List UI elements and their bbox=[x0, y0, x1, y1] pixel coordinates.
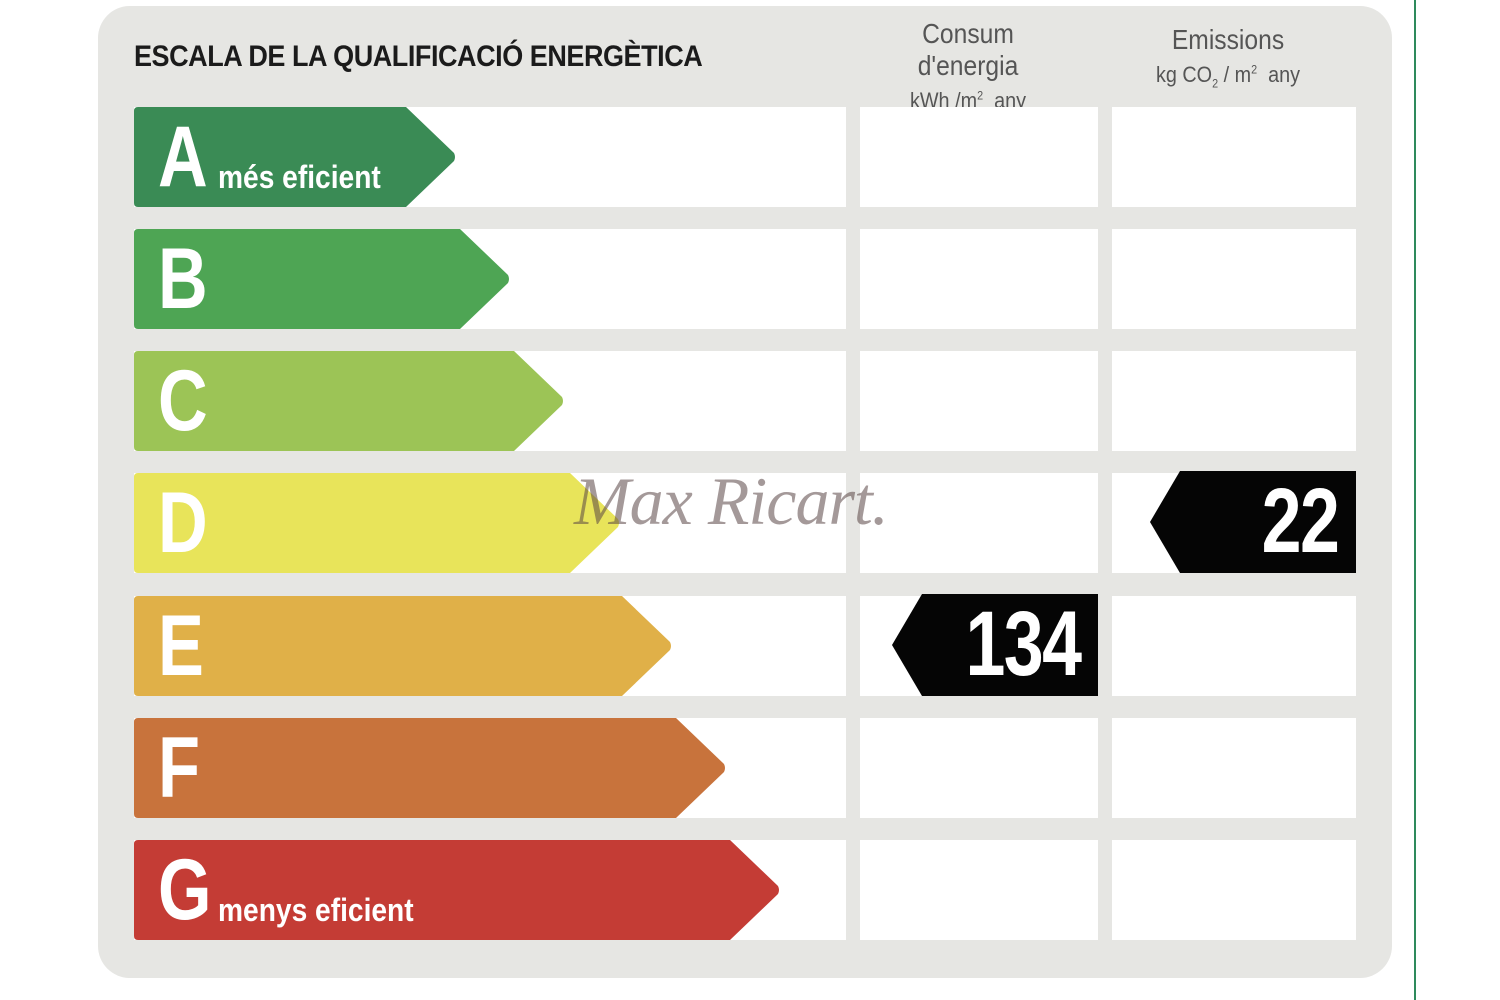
grade-arrow-d: D bbox=[134, 473, 620, 573]
consumption-cell bbox=[860, 840, 1098, 940]
emissions-heading: Emissions bbox=[1171, 24, 1285, 55]
grade-letter: F bbox=[158, 720, 201, 816]
page-edge-rule bbox=[1414, 0, 1416, 1000]
emissions-rating-indicator: 22 bbox=[1150, 471, 1356, 573]
consumption-cell bbox=[860, 473, 1098, 573]
grade-sublabel: més eficient bbox=[218, 159, 381, 195]
emissions-cell bbox=[1112, 840, 1356, 940]
grade-sublabel: menys eficient bbox=[218, 892, 414, 928]
consumption-rating-indicator: 134 bbox=[892, 594, 1098, 696]
grade-letter: B bbox=[158, 231, 208, 327]
grade-letter: D bbox=[158, 475, 208, 571]
consumption-column-header: Consum d'energia kWh /m2 any bbox=[862, 18, 1074, 114]
emissions-rating-value: 22 bbox=[1261, 470, 1339, 572]
consumption-cell bbox=[860, 107, 1098, 207]
emissions-cell bbox=[1112, 718, 1356, 818]
emissions-column-header: Emissions kg CO2 / m2 any bbox=[1112, 24, 1344, 90]
consumption-heading: Consum d'energia bbox=[917, 18, 1019, 81]
grade-arrow-c: C bbox=[134, 351, 564, 451]
grade-arrow-f: F bbox=[134, 718, 726, 818]
grade-letter: E bbox=[158, 598, 204, 694]
consumption-rating-value: 134 bbox=[964, 593, 1082, 695]
emissions-cell bbox=[1112, 351, 1356, 451]
emissions-cell bbox=[1112, 596, 1356, 696]
consumption-cell bbox=[860, 351, 1098, 451]
grade-arrow-b: B bbox=[134, 229, 510, 329]
consumption-cell bbox=[860, 718, 1098, 818]
grade-letter: C bbox=[158, 353, 208, 449]
grade-letter: G bbox=[158, 842, 212, 938]
grade-arrow-e: E bbox=[134, 596, 672, 696]
consumption-cell bbox=[860, 229, 1098, 329]
emissions-cell bbox=[1112, 107, 1356, 207]
scale-title: ESCALA DE LA QUALIFICACIÓ ENERGÈTICA bbox=[134, 40, 703, 73]
emissions-unit: kg CO2 / m2 any bbox=[1155, 62, 1301, 91]
emissions-cell bbox=[1112, 229, 1356, 329]
grade-letter: A bbox=[158, 109, 208, 205]
watermark-logo: Max Ricart. bbox=[574, 463, 889, 539]
